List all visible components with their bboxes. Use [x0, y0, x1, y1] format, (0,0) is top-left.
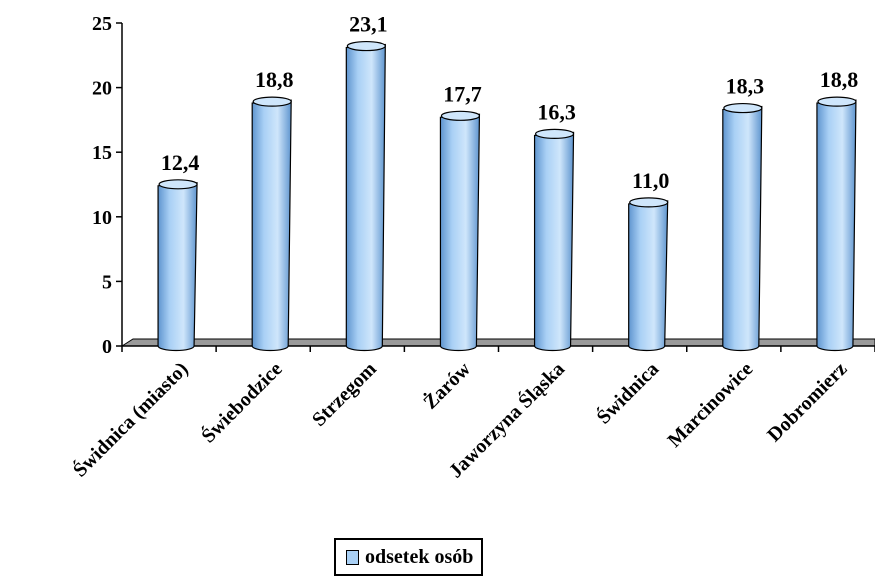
category-label: Strzegom — [308, 358, 381, 431]
data-label: 23,1 — [349, 12, 388, 37]
bar — [439, 110, 481, 352]
data-label: 18,8 — [820, 67, 859, 92]
legend-label: odsetek osób — [365, 545, 474, 568]
bar — [722, 102, 763, 352]
data-label: 18,8 — [255, 67, 294, 92]
category-label: Świdnica — [591, 357, 663, 429]
bar — [816, 96, 857, 352]
y-tick-label: 0 — [102, 336, 112, 358]
y-tick-label: 25 — [92, 13, 112, 35]
chart-floor — [120, 338, 875, 347]
category-label: Świdnica (miasto) — [68, 357, 193, 482]
category-label: Marcinowice — [664, 358, 758, 452]
data-label: 11,0 — [632, 168, 669, 193]
bar — [345, 40, 386, 352]
category-label: Żarów — [418, 356, 475, 413]
y-tick-label: 15 — [92, 142, 112, 164]
y-tick-label: 20 — [92, 78, 112, 100]
category-label: Dobromierz — [763, 358, 851, 446]
data-label: 17,7 — [443, 81, 482, 106]
bar — [157, 179, 198, 352]
data-label: 18,3 — [726, 74, 765, 99]
bar — [628, 197, 669, 352]
y-tick-label: 5 — [102, 271, 112, 293]
bar — [533, 128, 575, 352]
legend: odsetek osób — [334, 538, 484, 576]
bar — [251, 96, 292, 352]
y-tick-label: 10 — [92, 207, 112, 229]
data-label: 12,4 — [161, 150, 200, 175]
category-label: Świebodzice — [196, 356, 287, 447]
data-label: 16,3 — [537, 99, 576, 124]
legend-swatch — [346, 549, 359, 565]
